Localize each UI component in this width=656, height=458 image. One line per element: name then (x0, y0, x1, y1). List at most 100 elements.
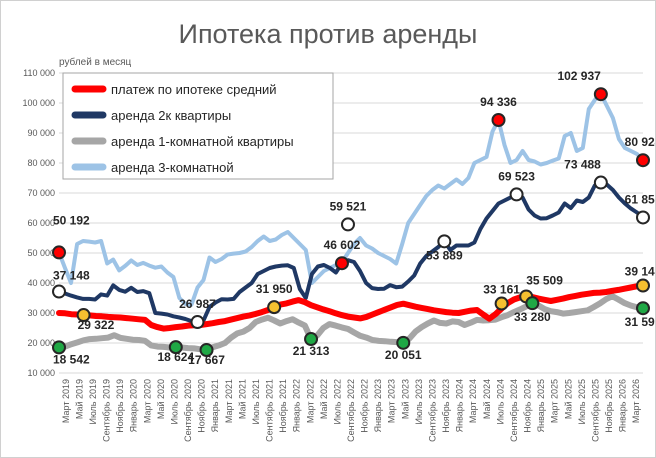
data-point-marker (76, 308, 91, 323)
data-label: 73 488 (564, 158, 601, 172)
series-line (57, 180, 645, 324)
series-line (57, 92, 645, 307)
data-label: 21 313 (293, 344, 330, 358)
legend-box (62, 72, 334, 180)
x-tick-label: Июль 2020 (169, 379, 179, 424)
legend-label: аренда 1-комнатной квартиры (111, 134, 294, 149)
x-tick-label: Март 2022 (305, 379, 315, 423)
data-label: 20 051 (385, 348, 422, 362)
data-point-marker (636, 301, 650, 316)
data-label: 94 336 (480, 95, 517, 109)
data-label: 35 509 (526, 273, 563, 287)
y-tick-label: 70 000 (27, 188, 55, 198)
data-label: 31 950 (256, 282, 293, 296)
x-tick-label: Май 2025 (563, 379, 573, 419)
x-tick-label: Июль 2024 (495, 379, 505, 424)
legend-label: аренда 2к квартиры (111, 108, 231, 123)
data-point-marker (168, 340, 183, 355)
data-point-marker (190, 315, 205, 330)
x-tick-label: Июль 2022 (332, 379, 342, 424)
x-tick-label: Январь 2020 (129, 379, 139, 432)
x-tick-label: Сентябрь 2019 (102, 379, 112, 442)
data-label: 46 602 (324, 238, 361, 252)
y-tick-label: 20 000 (27, 338, 55, 348)
x-tick-label: Июль 2021 (251, 379, 261, 424)
x-tick-label: Март 2024 (468, 379, 478, 423)
y-tick-label: 30 000 (27, 308, 55, 318)
legend: платеж по ипотеке средний аренда 2к кварт… (62, 72, 334, 180)
x-tick-label: Ноябрь 2022 (360, 379, 370, 433)
x-tick-label: Ноябрь 2024 (523, 379, 533, 433)
data-point-marker (593, 87, 608, 102)
x-tick-label: Июль 2023 (414, 379, 424, 424)
series-line (56, 282, 646, 332)
data-label: 59 521 (330, 199, 367, 213)
data-point-marker (636, 278, 650, 293)
data-label: 61 851 (625, 192, 655, 206)
y-tick-label: 50 000 (27, 248, 55, 258)
data-label: 17 667 (188, 353, 225, 367)
data-label: 26 987 (179, 297, 216, 311)
data-label: 39 149 (625, 265, 655, 279)
data-point-marker (525, 296, 540, 311)
x-tick-label: Май 2021 (237, 379, 247, 419)
x-tick-label: Ноябрь 2019 (115, 379, 125, 433)
y-tick-label: 110 000 (23, 68, 55, 78)
data-point-marker (52, 245, 66, 260)
x-tick-label: Январь 2022 (292, 379, 302, 432)
data-label: 18 542 (53, 352, 90, 366)
data-point-marker (636, 210, 650, 225)
y-axis-ticks: 10 000 20 000 30 000 40 000 50 000 60 000 70 0… (22, 68, 55, 378)
data-point-marker (304, 332, 319, 347)
y-tick-label: 60 000 (27, 218, 55, 228)
data-label: 18 624 (157, 350, 194, 364)
data-point-marker (267, 300, 282, 315)
x-tick-label: Январь 2025 (536, 379, 546, 432)
chart-title: Ипотека против аренды (179, 19, 478, 49)
x-tick-label: Июль 2019 (88, 379, 98, 424)
x-axis-ticks: Март 2019 Май 2019 Июль 2019 Сентябрь 2019 Н… (61, 379, 641, 442)
data-point-marker (509, 187, 524, 202)
x-tick-label: Март 2020 (142, 379, 152, 423)
x-tick-label: Январь 2024 (455, 379, 465, 432)
data-label: 37 148 (53, 269, 90, 283)
x-tick-label: Май 2023 (400, 379, 410, 419)
data-label: 31 593 (625, 315, 655, 329)
x-tick-label: Май 2022 (319, 379, 329, 419)
series-lines (56, 92, 646, 353)
data-label: 69 523 (498, 169, 535, 183)
data-point-marker (636, 153, 650, 168)
data-label: 80 924 (625, 135, 655, 149)
x-tick-label: Март 2021 (224, 379, 234, 423)
data-point-marker (334, 256, 349, 271)
x-tick-label: Ноябрь 2021 (278, 379, 288, 433)
data-label: 53 889 (426, 248, 463, 262)
data-point-marker (494, 296, 509, 311)
x-tick-label: Сентябрь 2022 (346, 379, 356, 442)
data-point-marker (593, 175, 608, 190)
y-tick-label: 80 000 (27, 158, 55, 168)
data-point-marker (491, 112, 506, 127)
x-tick-label: Ноябрь 2025 (604, 379, 614, 433)
data-point-marker (340, 217, 355, 232)
x-tick-label: Май 2019 (74, 379, 84, 419)
x-tick-label: Май 2020 (156, 379, 166, 419)
data-point-marker (199, 342, 214, 357)
x-tick-label: Июль 2025 (577, 379, 587, 424)
point-markers (52, 87, 650, 357)
legend-label: аренда 3-комнатной (111, 160, 234, 175)
data-label: 33 280 (514, 310, 551, 324)
data-point-marker (437, 234, 452, 249)
x-tick-label: Сентябрь 2021 (265, 379, 275, 442)
x-tick-label: Май 2024 (482, 379, 492, 419)
x-tick-label: Март 2023 (387, 379, 397, 423)
y-tick-label: 10 000 (27, 368, 55, 378)
x-tick-label: Ноябрь 2023 (441, 379, 451, 433)
x-tick-label: Ноябрь 2020 (197, 379, 207, 433)
data-label: 33 161 (483, 283, 520, 297)
x-tick-label: Март 2026 (631, 379, 641, 423)
data-point-marker (396, 335, 411, 350)
legend-label: платеж по ипотеке средний (111, 82, 277, 97)
